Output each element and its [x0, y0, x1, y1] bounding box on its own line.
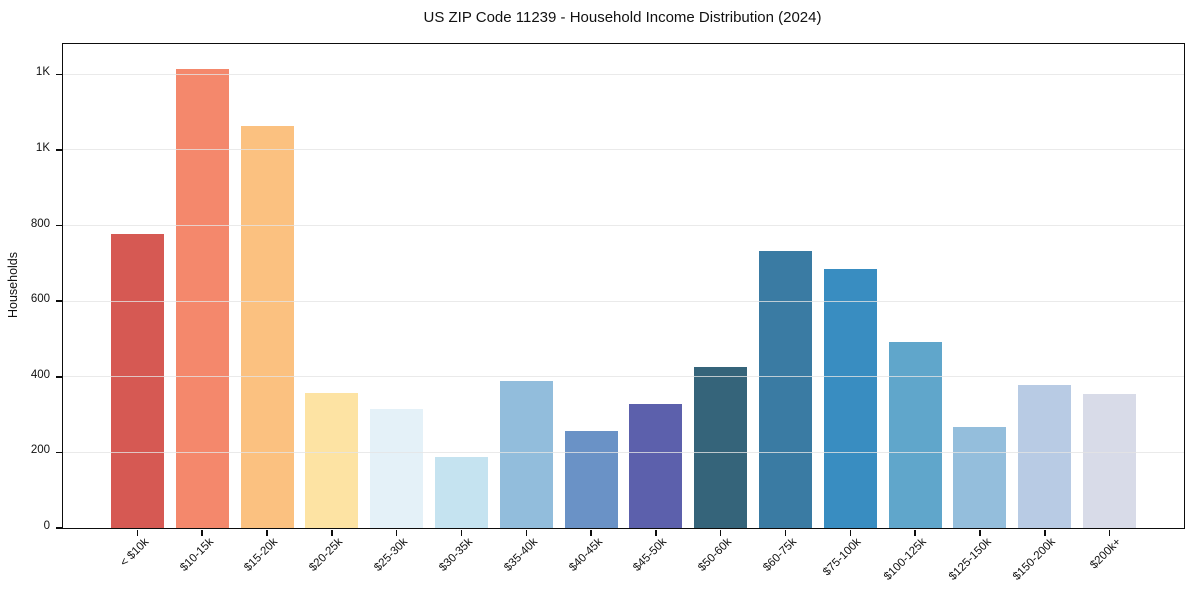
x-tick-mark — [784, 529, 787, 536]
y-tick-mark — [55, 73, 62, 75]
x-tick-label: $50-60k — [696, 536, 735, 574]
bar-100-125k — [888, 342, 942, 528]
y-tick-mark — [55, 300, 62, 302]
y-tick-mark — [55, 527, 62, 529]
x-tick-label: < $10k — [117, 536, 151, 570]
x-tick-label: $35-40k — [501, 536, 540, 574]
bars-layer — [63, 44, 1184, 528]
y-tick-label: 400 — [30, 368, 50, 381]
bar-25-30k — [370, 409, 424, 528]
bar-30-35k — [434, 456, 488, 528]
x-tick-mark — [979, 529, 981, 536]
y-tick-label: 200 — [30, 444, 50, 457]
bar-35-40k — [499, 381, 553, 528]
bar-125-150k — [953, 427, 1007, 528]
x-tick-label: $200k+ — [1087, 536, 1124, 572]
y-tick-mark — [55, 149, 62, 151]
y-axis-title: Households — [6, 251, 20, 319]
x-tick-mark — [525, 529, 528, 536]
x-tick-mark — [266, 529, 268, 536]
x-tick-mark — [655, 529, 657, 536]
x-tick-label: $30-35k — [437, 536, 475, 574]
x-tick-label: $125-150k — [946, 536, 994, 583]
x-tick-label: $100-125k — [881, 536, 929, 583]
bar-45-50k — [629, 403, 683, 528]
y-tick-mark — [55, 224, 62, 227]
y-tick-mark — [55, 451, 62, 454]
x-tick-label: $150-200k — [1011, 536, 1059, 583]
bar-40-45k — [564, 431, 618, 528]
x-tick-mark — [136, 529, 139, 536]
bar-200k — [1083, 394, 1137, 528]
plot-area — [55, 43, 1185, 536]
y-tick-label: 800 — [30, 217, 50, 230]
x-tick-mark — [1044, 529, 1046, 536]
y-tick-label: 0 — [43, 520, 50, 532]
bar-150-200k — [1018, 385, 1072, 528]
chart-title: US ZIP Code 11239 - Household Income Dis… — [423, 9, 822, 26]
x-tick-mark — [395, 529, 398, 536]
y-tick-label: 1K — [35, 66, 50, 79]
x-tick-label: $15-20k — [242, 536, 281, 574]
x-tick-mark — [590, 529, 592, 536]
bar-10-15k — [175, 69, 229, 528]
y-tick-label: 600 — [30, 293, 50, 306]
x-tick-mark — [1108, 529, 1111, 536]
bar-75-100k — [823, 269, 877, 528]
bar-50-60k — [694, 367, 748, 528]
bar-15-20k — [240, 126, 294, 528]
x-tick-label: $60-75k — [761, 536, 800, 574]
x-tick-label: $40-45k — [566, 536, 605, 574]
x-tick-mark — [719, 529, 722, 536]
x-tick-label: $20-25k — [307, 536, 346, 574]
x-tick-label: $25-30k — [372, 536, 411, 574]
x-tick-mark — [331, 529, 333, 536]
bar-10k — [110, 234, 164, 528]
x-tick-mark — [914, 529, 916, 536]
y-tick-mark — [55, 376, 62, 378]
x-tick-mark — [460, 529, 463, 536]
x-tick-mark — [201, 529, 203, 536]
x-tick-label: $75-100k — [821, 536, 864, 579]
x-tick-label: $10-15k — [177, 536, 216, 574]
x-tick-label: $45-50k — [631, 536, 670, 574]
bar-20-25k — [305, 393, 359, 528]
x-tick-mark — [849, 529, 852, 536]
bar-60-75k — [759, 251, 813, 528]
y-tick-label: 1K — [35, 141, 50, 154]
